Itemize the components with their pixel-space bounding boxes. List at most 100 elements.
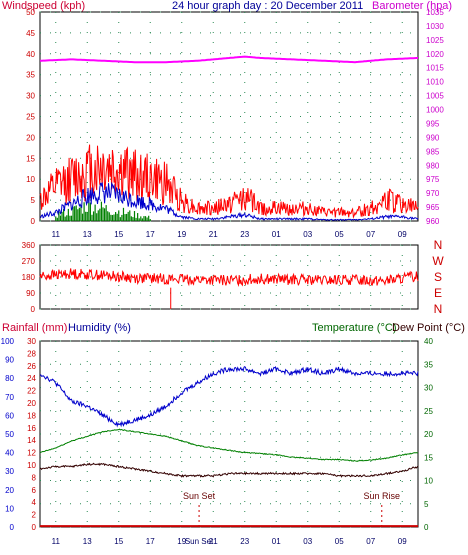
tick-label-humidity: 50	[5, 430, 14, 439]
tick-label-wind: 40	[26, 50, 35, 59]
tick-label-wind: 45	[26, 29, 35, 38]
tick-label-direction: 180	[22, 273, 36, 282]
tick-label-hour: 01	[272, 230, 281, 239]
tick-label-barometer: 1000	[426, 106, 444, 115]
series-dew-point-line	[39, 462, 419, 478]
tick-label-barometer: 1010	[426, 78, 444, 87]
axis-title-windspeed: Windspeed (kph)	[2, 0, 85, 12]
tick-label-barometer: 1030	[426, 22, 444, 31]
tick-label-barometer: 985	[426, 147, 440, 156]
annotation-sunrise: Sun Rise	[364, 491, 401, 501]
tick-label-wind: 50	[26, 8, 35, 17]
tick-label-temperature: 35	[424, 360, 433, 369]
tick-label-hour: 05	[335, 230, 344, 239]
chart-title: 24 hour graph day : 20 December 2011	[172, 0, 363, 12]
tick-label-temperature: 0	[424, 523, 429, 532]
compass-label: W	[432, 254, 444, 268]
tick-label-humidity: 10	[5, 504, 14, 513]
annotation-sunset: Sun Set	[183, 491, 216, 501]
axis-title-dewpoint: Dew Point (°C)	[392, 322, 465, 334]
series-temperature-line	[39, 428, 419, 462]
tick-label-wind: 15	[26, 154, 35, 163]
panel-temp-frame	[39, 340, 419, 528]
tick-label-humidity: 100	[1, 337, 15, 346]
tick-label-rainfall: 28	[27, 349, 36, 358]
tick-label-rainfall: 14	[27, 436, 36, 445]
tick-label-rainfall: 30	[27, 337, 36, 346]
tick-label-wind: 0	[31, 217, 36, 226]
tick-label-barometer: 1005	[426, 92, 444, 101]
tick-label-wind: 30	[26, 92, 35, 101]
tick-label-hour-bottom: 05	[335, 537, 344, 546]
tick-label-hour: 21	[209, 230, 218, 239]
tick-label-hour: 19	[177, 230, 186, 239]
tick-label-hour: 17	[146, 230, 155, 239]
tick-label-temperature: 25	[424, 407, 433, 416]
tick-label-temperature: 5	[424, 500, 429, 509]
tick-label-rainfall: 4	[32, 498, 37, 507]
tick-label-temperature: 15	[424, 453, 433, 462]
tick-label-wind: 25	[26, 113, 35, 122]
tick-label-rainfall: 2	[32, 511, 37, 520]
tick-label-hour-bottom: 15	[114, 537, 123, 546]
tick-label-humidity: 20	[5, 486, 14, 495]
tick-label-barometer: 1025	[426, 36, 444, 45]
tick-label-rainfall: 10	[27, 461, 36, 470]
series-windspeed-line	[39, 144, 419, 220]
tick-label-hour: 07	[366, 230, 375, 239]
compass-label: S	[434, 270, 442, 284]
tick-label-wind: 35	[26, 71, 35, 80]
compass-label: N	[434, 238, 443, 252]
series-average-line	[39, 181, 419, 221]
tick-label-rainfall: 12	[27, 449, 36, 458]
tick-label-rainfall: 22	[27, 387, 36, 396]
axis-title-rainfall: Rainfall (mm)	[2, 322, 67, 334]
tick-label-humidity: 40	[5, 449, 14, 458]
tick-label-wind: 10	[26, 175, 35, 184]
tick-label-rainfall: 24	[27, 374, 36, 383]
compass-label: E	[434, 286, 442, 300]
tick-label-wind: 5	[31, 196, 36, 205]
tick-label-hour-bottom: 07	[366, 537, 375, 546]
tick-label-hour-bottom: 13	[83, 537, 92, 546]
tick-label-hour: 11	[52, 230, 61, 239]
tick-label-rainfall: 26	[27, 362, 36, 371]
tick-label-humidity: 80	[5, 374, 14, 383]
tick-label-direction: 90	[26, 289, 35, 298]
tick-label-wind: 20	[26, 133, 35, 142]
tick-label-hour: 15	[114, 230, 123, 239]
tick-label-temperature: 10	[424, 477, 433, 486]
series-humidity-line	[39, 365, 419, 428]
axis-title-humidity: Humidity (%)	[68, 322, 131, 334]
tick-label-humidity: 70	[5, 393, 14, 402]
tick-label-humidity: 90	[5, 356, 14, 365]
tick-label-hour-bottom: 01	[272, 537, 281, 546]
tick-label-hour: 09	[398, 230, 407, 239]
tick-label-hour-bottom: Sun Set	[185, 537, 214, 546]
series-barometer-line	[39, 55, 418, 64]
tick-label-rainfall: 18	[27, 411, 36, 420]
series-direction-line	[39, 268, 419, 288]
tick-label-temperature: 30	[424, 384, 433, 393]
tick-label-direction: 0	[31, 305, 36, 314]
tick-label-hour: 03	[303, 230, 312, 239]
tick-label-temperature: 40	[424, 337, 433, 346]
tick-label-hour-bottom: 19	[177, 537, 186, 546]
tick-label-hour-bottom: 09	[398, 537, 407, 546]
tick-label-barometer: 1035	[426, 8, 444, 17]
tick-label-rainfall: 0	[32, 523, 37, 532]
tick-label-barometer: 965	[426, 203, 440, 212]
tick-label-barometer: 1020	[426, 50, 444, 59]
tick-label-hour-bottom: 17	[146, 537, 155, 546]
tick-label-barometer: 990	[426, 133, 440, 142]
tick-label-temperature: 20	[424, 430, 433, 439]
tick-label-humidity: 30	[5, 467, 14, 476]
axis-title-barometer: Barometer (hpa)	[372, 0, 452, 12]
tick-label-barometer: 960	[426, 217, 440, 226]
tick-label-rainfall: 8	[32, 473, 37, 482]
tick-label-humidity: 60	[5, 411, 14, 420]
compass-label: N	[434, 302, 443, 316]
tick-label-barometer: 1015	[426, 64, 444, 73]
tick-label-hour-bottom: 21	[209, 537, 218, 546]
